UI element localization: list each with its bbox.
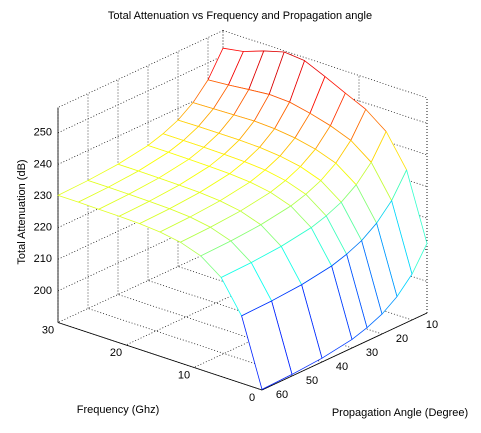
z-axis-label: Total Attenuation (dB) <box>16 159 28 264</box>
z-tick-label: 230 <box>34 190 52 202</box>
z-tick-label: 220 <box>34 222 52 234</box>
x-tick-label: 30 <box>42 324 54 336</box>
grid-line <box>57 245 224 323</box>
x-tick-label: 20 <box>110 347 122 359</box>
grid-line <box>57 213 224 292</box>
y-axis <box>261 312 428 391</box>
grid-line <box>57 150 224 228</box>
z-tick-label: 210 <box>34 253 52 265</box>
z-tick-label: 200 <box>34 285 52 297</box>
grid-line <box>57 55 224 134</box>
y-tick-label: 60 <box>276 389 288 401</box>
y-tick-label: 20 <box>396 333 408 345</box>
z-tick-label: 240 <box>34 158 52 170</box>
y-tick-label: 50 <box>306 375 318 387</box>
grid-line <box>57 181 224 260</box>
surface-patch <box>241 300 293 390</box>
y-axis-label: Propagation Angle (Degree) <box>332 407 468 419</box>
x-axis <box>57 322 263 391</box>
x-axis-label: Frequency (Ghz) <box>77 404 160 416</box>
y-tick-label: 10 <box>426 319 438 331</box>
x-tick-label: 10 <box>178 369 190 381</box>
y-tick-label: 30 <box>366 347 378 359</box>
y-tick-label: 40 <box>336 361 348 373</box>
grid-line <box>57 87 224 165</box>
z-tick-label: 250 <box>34 127 52 139</box>
chart-title: Total Attenuation vs Frequency and Propa… <box>108 10 372 22</box>
box-edge <box>57 30 224 108</box>
x-tick-label: 0 <box>249 392 255 404</box>
